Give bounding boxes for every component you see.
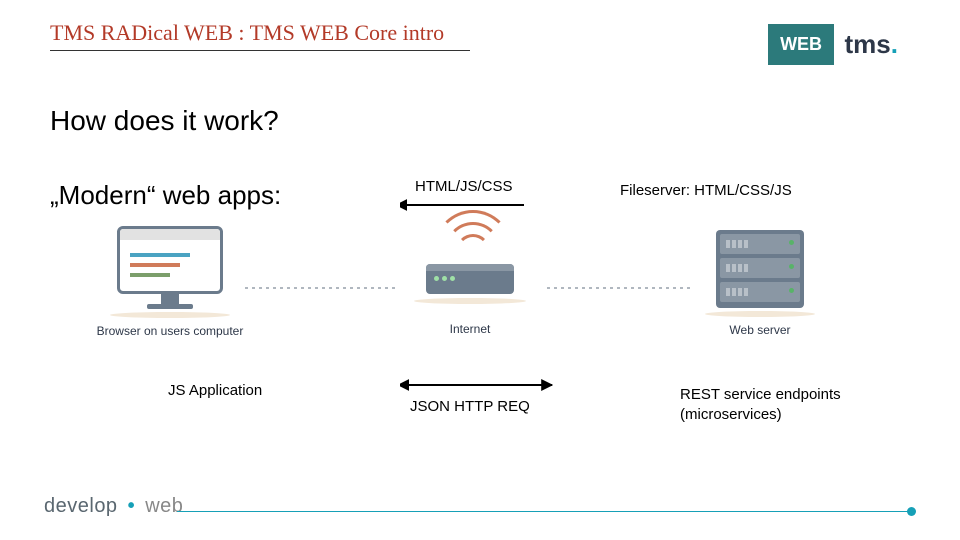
label-html-js-css: HTML/JS/CSS — [415, 178, 513, 195]
footer-brand: develop • web — [44, 495, 183, 518]
caption-internet: Internet — [395, 322, 545, 336]
logo-brand: tms. — [845, 29, 898, 60]
node-internet: Internet — [395, 218, 545, 336]
brand-logo: WEB tms. — [768, 24, 898, 65]
arrow-json-bidir-icon — [400, 376, 560, 394]
footer-accent-dot-icon — [907, 507, 916, 516]
server-icon — [716, 230, 804, 308]
footer-develop: develop — [44, 495, 118, 517]
title-underline — [50, 50, 470, 51]
router-icon — [410, 218, 530, 308]
footer-dot-icon: • — [124, 495, 140, 517]
label-fileserver: Fileserver: HTML/CSS/JS — [620, 182, 792, 199]
logo-dot-icon: . — [891, 29, 898, 59]
heading-modern: „Modern“ web apps: — [50, 180, 281, 211]
logo-badge: WEB — [768, 24, 834, 65]
footer-web: web — [145, 495, 183, 517]
node-browser: Browser on users computer — [95, 226, 245, 338]
monitor-icon — [117, 226, 223, 294]
rest-line1: REST service endpoints — [680, 385, 841, 405]
label-json-http-req: JSON HTTP REQ — [410, 398, 530, 415]
footer-accent-line — [177, 511, 912, 512]
logo-brand-text: tms — [845, 29, 891, 59]
node-server: Web server — [685, 230, 835, 337]
caption-server: Web server — [685, 323, 835, 337]
rest-line2: (microservices) — [680, 405, 841, 425]
caption-browser: Browser on users computer — [95, 324, 245, 338]
label-js-application: JS Application — [168, 382, 262, 399]
label-rest-endpoints: REST service endpoints (microservices) — [680, 385, 841, 426]
heading-how: How does it work? — [50, 105, 279, 137]
slide-title: TMS RADical WEB : TMS WEB Core intro — [50, 20, 444, 46]
